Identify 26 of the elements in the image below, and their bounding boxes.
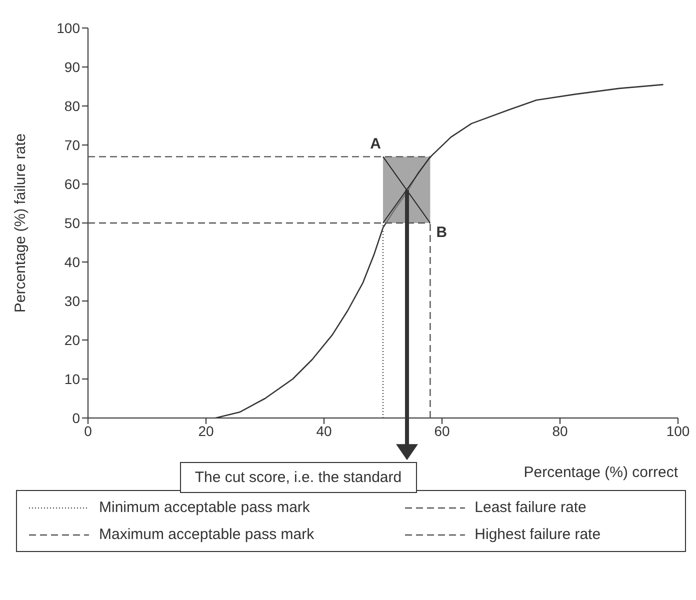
- y-tick-label: 0: [72, 410, 80, 426]
- y-tick-label: 100: [56, 20, 80, 36]
- y-tick-label: 70: [64, 136, 80, 153]
- legend-label: Maximum acceptable pass mark: [99, 526, 314, 543]
- x-tick-label: 0: [84, 422, 92, 439]
- legend-label: Least failure rate: [474, 499, 586, 516]
- legend-label: Minimum acceptable pass mark: [99, 499, 310, 516]
- annotation: A: [370, 136, 382, 153]
- y-tick-label: 10: [64, 370, 80, 387]
- y-tick-label: 50: [64, 214, 80, 231]
- y-axis-title: Percentage (%) failure rate: [12, 133, 28, 313]
- x-axis-title: Percentage (%) correct: [524, 464, 678, 481]
- y-tick-label: 60: [64, 176, 80, 192]
- x-tick-label: 60: [434, 422, 450, 439]
- text: The cut score, i.e. the standard: [180, 462, 417, 493]
- x-tick-label: 20: [198, 422, 214, 439]
- y-tick-label: 80: [64, 98, 80, 114]
- legend-label: Highest failure rate: [474, 526, 601, 543]
- x-tick-label: 40: [316, 422, 332, 439]
- y-tick-label: 20: [64, 332, 80, 348]
- x-tick-label: 100: [666, 422, 690, 439]
- y-tick-label: 30: [64, 292, 80, 309]
- x-tick-label: 80: [552, 422, 568, 439]
- annotation: B: [436, 224, 448, 241]
- y-tick-label: 90: [64, 58, 80, 75]
- y-tick-label: 40: [64, 254, 80, 270]
